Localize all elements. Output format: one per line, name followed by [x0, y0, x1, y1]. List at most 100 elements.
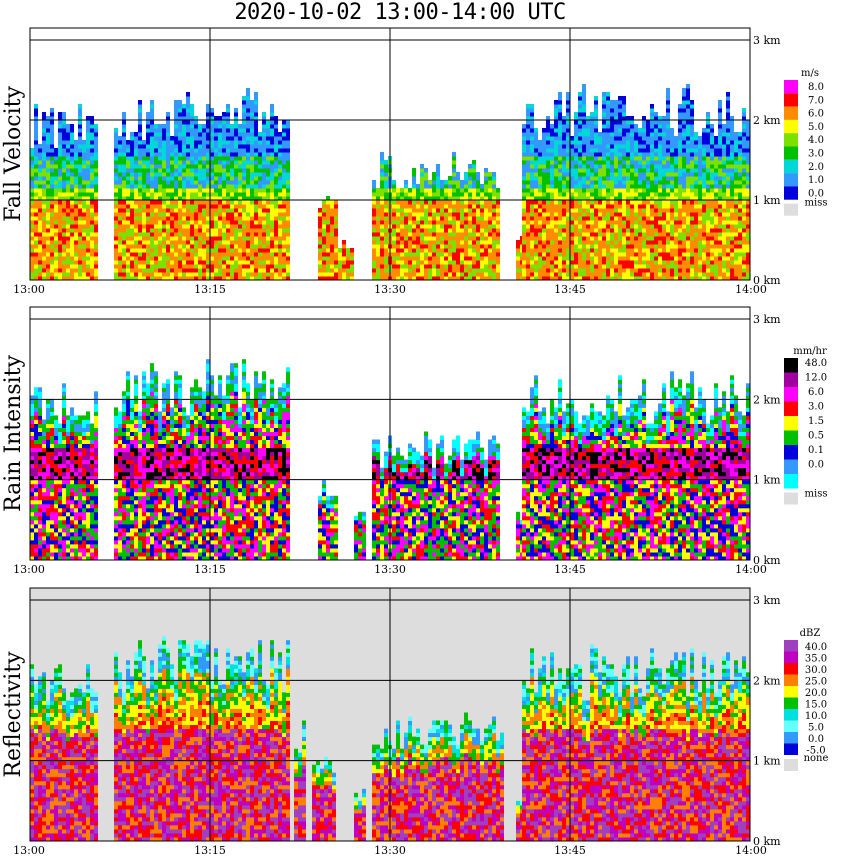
- legend-missing-label: miss: [805, 489, 828, 500]
- y-tick-label: 0 km: [753, 835, 781, 848]
- heatmap-cells: [30, 359, 750, 561]
- y-axis-label: Fall Velocity: [1, 86, 26, 222]
- legend-label: 3.0: [808, 149, 824, 160]
- legend-swatch: [784, 709, 798, 721]
- legend-label: 6.0: [808, 387, 824, 398]
- grid: [30, 588, 750, 841]
- legend-label: 0.1: [808, 445, 824, 456]
- legend-swatch: [784, 686, 798, 698]
- legend-label: 7.0: [808, 95, 824, 106]
- legend-swatch: [784, 106, 798, 120]
- x-tick-label: 14:00: [735, 283, 767, 296]
- legend-label: 0.5: [808, 431, 824, 442]
- legend: dBZ 40.035.030.025.020.015.010.05.00.0-5.…: [784, 628, 828, 771]
- legend-label: 0.0: [808, 460, 824, 471]
- legend-label: 1.5: [808, 416, 824, 427]
- legend-swatch: [784, 445, 798, 460]
- grid: [30, 307, 750, 560]
- legend-swatch: [784, 173, 798, 187]
- legend-missing-label: miss: [805, 198, 828, 209]
- legend-missing-swatch: [784, 203, 798, 216]
- grid: [30, 28, 750, 280]
- legend-swatch: [784, 651, 798, 663]
- legend-swatch: [784, 372, 798, 387]
- panel-reflectivity: Reflectivity 13:00 13:15 13:30 13:45 14:000 k…: [1, 587, 828, 857]
- legend-label: 15.0: [805, 700, 827, 711]
- legend-swatch: [784, 416, 798, 431]
- y-tick-label: 2 km: [753, 393, 781, 406]
- y-tick-label: 3 km: [753, 313, 781, 326]
- x-tick-label: 13:45: [554, 844, 586, 857]
- y-tick-label: 3 km: [753, 594, 781, 607]
- plot-frame: [29, 587, 751, 842]
- legend-label: 3.0: [808, 402, 824, 413]
- legend-label: 20.0: [805, 688, 827, 699]
- legend-label: 40.0: [805, 642, 827, 653]
- plot-frame: [29, 306, 751, 561]
- legend-swatch: [784, 430, 798, 445]
- legend-swatch: [784, 159, 798, 174]
- legend-swatch: [784, 743, 798, 755]
- legend-missing-label: none: [804, 753, 829, 764]
- y-axis-label: Rain Intensity: [1, 354, 26, 511]
- y-tick-label: 3 km: [753, 34, 781, 47]
- legend-swatch: [784, 674, 798, 686]
- legend-label: 8.0: [808, 82, 824, 93]
- x-tick-label: 13:00: [13, 844, 45, 857]
- legend-label: 2.0: [808, 162, 824, 173]
- legend-missing-swatch: [784, 492, 798, 505]
- y-tick-label: 1 km: [753, 194, 781, 207]
- y-tick-label: 0 km: [753, 274, 781, 287]
- x-tick-label: 13:15: [194, 563, 226, 576]
- legend-label: 48.0: [805, 358, 827, 369]
- legend-swatch: [784, 358, 798, 373]
- x-tick-label: 13:15: [194, 844, 226, 857]
- legend-label: 4.0: [808, 135, 824, 146]
- y-axis-label: Reflectivity: [1, 651, 26, 778]
- x-tick-label: 13:15: [194, 283, 226, 296]
- x-tick-label: 13:30: [374, 283, 406, 296]
- x-tick-label: 13:00: [13, 283, 45, 296]
- y-tick-label: 0 km: [753, 554, 781, 567]
- legend-swatch: [784, 133, 798, 147]
- plot-frame: [29, 27, 751, 281]
- y-tick-label: 1 km: [753, 474, 781, 487]
- y-tick-label: 2 km: [753, 674, 781, 687]
- heatmap-cells: [30, 636, 750, 842]
- heatmap-cells: [30, 84, 750, 281]
- legend-unit: mm/hr: [793, 346, 827, 357]
- legend-swatch: [784, 93, 798, 107]
- legend-label: 30.0: [805, 665, 827, 676]
- legend-label: 25.0: [805, 677, 827, 688]
- x-tick-label: 13:00: [13, 563, 45, 576]
- x-tick-label: 13:30: [374, 844, 406, 857]
- legend-label: 5.0: [808, 122, 824, 133]
- legend-missing-swatch: [784, 759, 798, 771]
- legend-unit: dBZ: [800, 628, 821, 639]
- legend-swatch: [784, 146, 798, 160]
- legend-swatch: [784, 697, 798, 709]
- legend-swatch: [784, 401, 798, 416]
- panel-fall-velocity: Fall Velocity 13:00 13:15 13:30 13:45 14:000 …: [1, 27, 827, 296]
- legend-swatch: [784, 640, 798, 652]
- legend-swatch: [784, 732, 798, 744]
- legend-label: 0.0: [808, 188, 824, 199]
- x-tick-label: 14:00: [735, 563, 767, 576]
- legend-label: 35.0: [805, 654, 827, 665]
- y-tick-label: 2 km: [753, 114, 781, 127]
- legend-swatch: [784, 119, 798, 134]
- legend-swatch: [784, 459, 798, 474]
- legend-label: 6.0: [808, 109, 824, 120]
- legend-swatch: [784, 186, 798, 200]
- legend-label: 12.0: [805, 373, 827, 384]
- legend-swatch: [784, 387, 798, 402]
- legend-swatch: [784, 80, 798, 94]
- legend-label: 5.0: [808, 723, 824, 734]
- x-tick-label: 13:45: [554, 283, 586, 296]
- legend-label: 10.0: [805, 711, 827, 722]
